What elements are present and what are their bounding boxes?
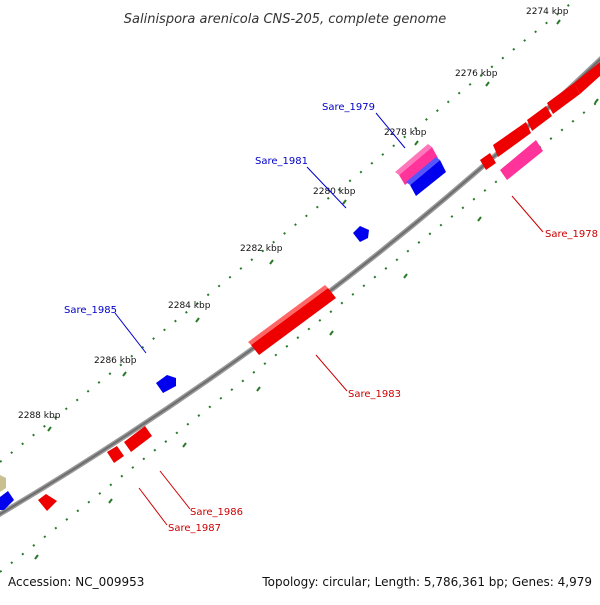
gene-other-edge[interactable] (0, 475, 6, 492)
gene-label-sare-1985[interactable]: Sare_1985 (64, 305, 117, 316)
tick-label: 2288 kbp (18, 411, 61, 421)
gene-red-small[interactable] (38, 494, 57, 511)
tick-label: 2286 kbp (94, 356, 137, 366)
gene-label-sare-1978[interactable]: Sare_1978 (545, 229, 598, 240)
label-leaders (114, 112, 544, 526)
gene-sare-1987[interactable] (107, 446, 124, 463)
gene-blue-edge[interactable] (0, 491, 14, 510)
tick-label: 2284 kbp (168, 301, 211, 311)
topology-summary: Topology: circular; Length: 5,786,361 bp… (261, 575, 592, 589)
gene-label-sare-1987[interactable]: Sare_1987 (168, 523, 221, 534)
gene-sare-1979[interactable] (395, 144, 438, 185)
tick-label: 2276 kbp (455, 69, 498, 79)
gene-blue-small-1[interactable] (353, 226, 369, 242)
gene-sare-1981[interactable] (406, 157, 446, 196)
gene-label-sare-1979[interactable]: Sare_1979 (322, 102, 375, 113)
gene-sare-1983[interactable] (248, 285, 336, 355)
outer-major-ticks (47, 19, 561, 432)
tick-label: 2280 kbp (313, 187, 356, 197)
gene-label-sare-1986[interactable]: Sare_1986 (190, 507, 243, 518)
gene-sare-1985[interactable] (156, 375, 176, 393)
inner-major-ticks (34, 98, 599, 560)
tick-label: 2274 kbp (526, 7, 569, 17)
gene-sare-1986[interactable] (124, 426, 152, 452)
gene-label-sare-1983[interactable]: Sare_1983 (348, 389, 401, 400)
tick-label: 2282 kbp (240, 244, 283, 254)
gene-label-sare-1981[interactable]: Sare_1981 (255, 156, 308, 167)
gene-red-cluster-top[interactable] (480, 62, 600, 170)
inner-tick-track (0, 99, 600, 573)
genome-backbone (0, 56, 600, 517)
outer-tick-track (0, 0, 577, 463)
gene-sare-1978[interactable] (500, 140, 543, 180)
tick-label: 2278 kbp (384, 128, 427, 138)
map-title: Salinispora arenicola CNS-205, complete … (124, 12, 446, 27)
accession-label: Accession: NC_009953 (8, 575, 144, 589)
